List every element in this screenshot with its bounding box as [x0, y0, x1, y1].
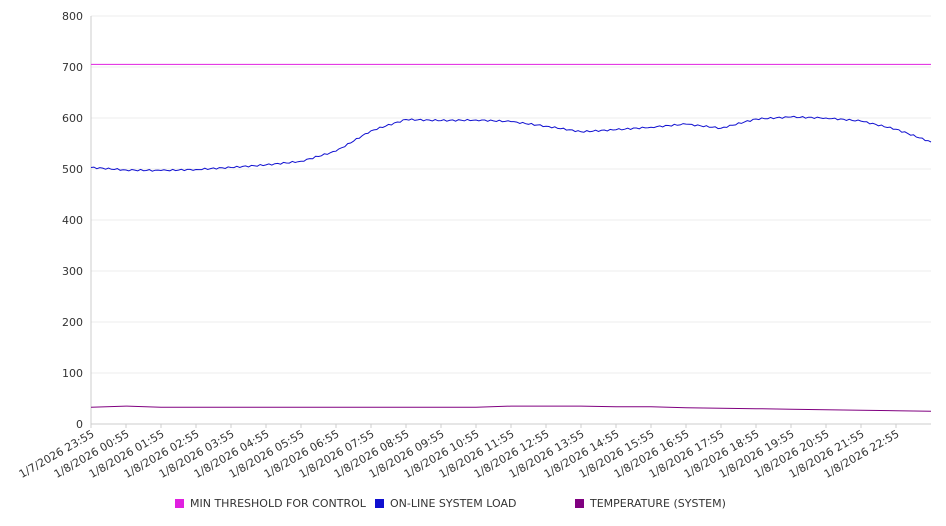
x-axis-ticks: 1/7/2026 23:551/8/2026 00:551/8/2026 01:…: [17, 427, 902, 481]
y-tick-label: 0: [76, 418, 83, 431]
legend-item-temperature[interactable]: TEMPERATURE (SYSTEM): [575, 497, 726, 510]
y-tick-label: 800: [62, 10, 83, 23]
y-tick-label: 200: [62, 316, 83, 329]
y-tick-label: 600: [62, 112, 83, 125]
series-lines: [90, 63, 932, 412]
legend-swatch-temperature: [575, 499, 584, 508]
legend-swatch-min-threshold: [175, 499, 184, 508]
legend-label-system-load: ON-LINE SYSTEM LOAD: [390, 497, 517, 510]
series-line-1: [90, 115, 932, 172]
y-axis-ticks: 0 100 200 300 400 500 600 700 800: [62, 10, 83, 431]
legend-label-temperature: TEMPERATURE (SYSTEM): [590, 497, 726, 510]
y-tick-label: 400: [62, 214, 83, 227]
legend-item-min-threshold[interactable]: MIN THRESHOLD FOR CONTROL: [175, 497, 366, 510]
legend: MIN THRESHOLD FOR CONTROL ON-LINE SYSTEM…: [0, 497, 946, 515]
y-tick-label: 700: [62, 61, 83, 74]
legend-swatch-system-load: [375, 499, 384, 508]
legend-item-system-load[interactable]: ON-LINE SYSTEM LOAD: [375, 497, 516, 510]
y-tick-label: 500: [62, 163, 83, 176]
y-tick-label: 300: [62, 265, 83, 278]
y-tick-label: 100: [62, 367, 83, 380]
series-line-2: [90, 405, 932, 412]
legend-label-min-threshold: MIN THRESHOLD FOR CONTROL: [190, 497, 366, 510]
axes: [90, 16, 931, 428]
gridlines: [91, 15, 931, 374]
